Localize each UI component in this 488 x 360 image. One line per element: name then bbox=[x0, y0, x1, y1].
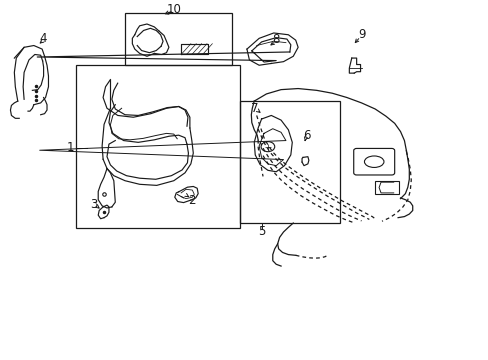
Text: 6: 6 bbox=[303, 129, 310, 142]
Bar bbox=[76, 65, 239, 228]
Text: 7: 7 bbox=[251, 102, 259, 115]
Text: 1: 1 bbox=[66, 141, 74, 154]
Bar bbox=[125, 13, 232, 65]
Text: 3: 3 bbox=[90, 198, 98, 211]
Bar bbox=[239, 101, 339, 223]
Text: 10: 10 bbox=[166, 3, 181, 16]
Text: 2: 2 bbox=[188, 194, 195, 207]
Text: 8: 8 bbox=[272, 33, 279, 46]
Text: 9: 9 bbox=[357, 28, 365, 41]
Bar bbox=[374, 181, 398, 194]
Text: 5: 5 bbox=[257, 225, 264, 238]
Text: 4: 4 bbox=[40, 32, 47, 45]
